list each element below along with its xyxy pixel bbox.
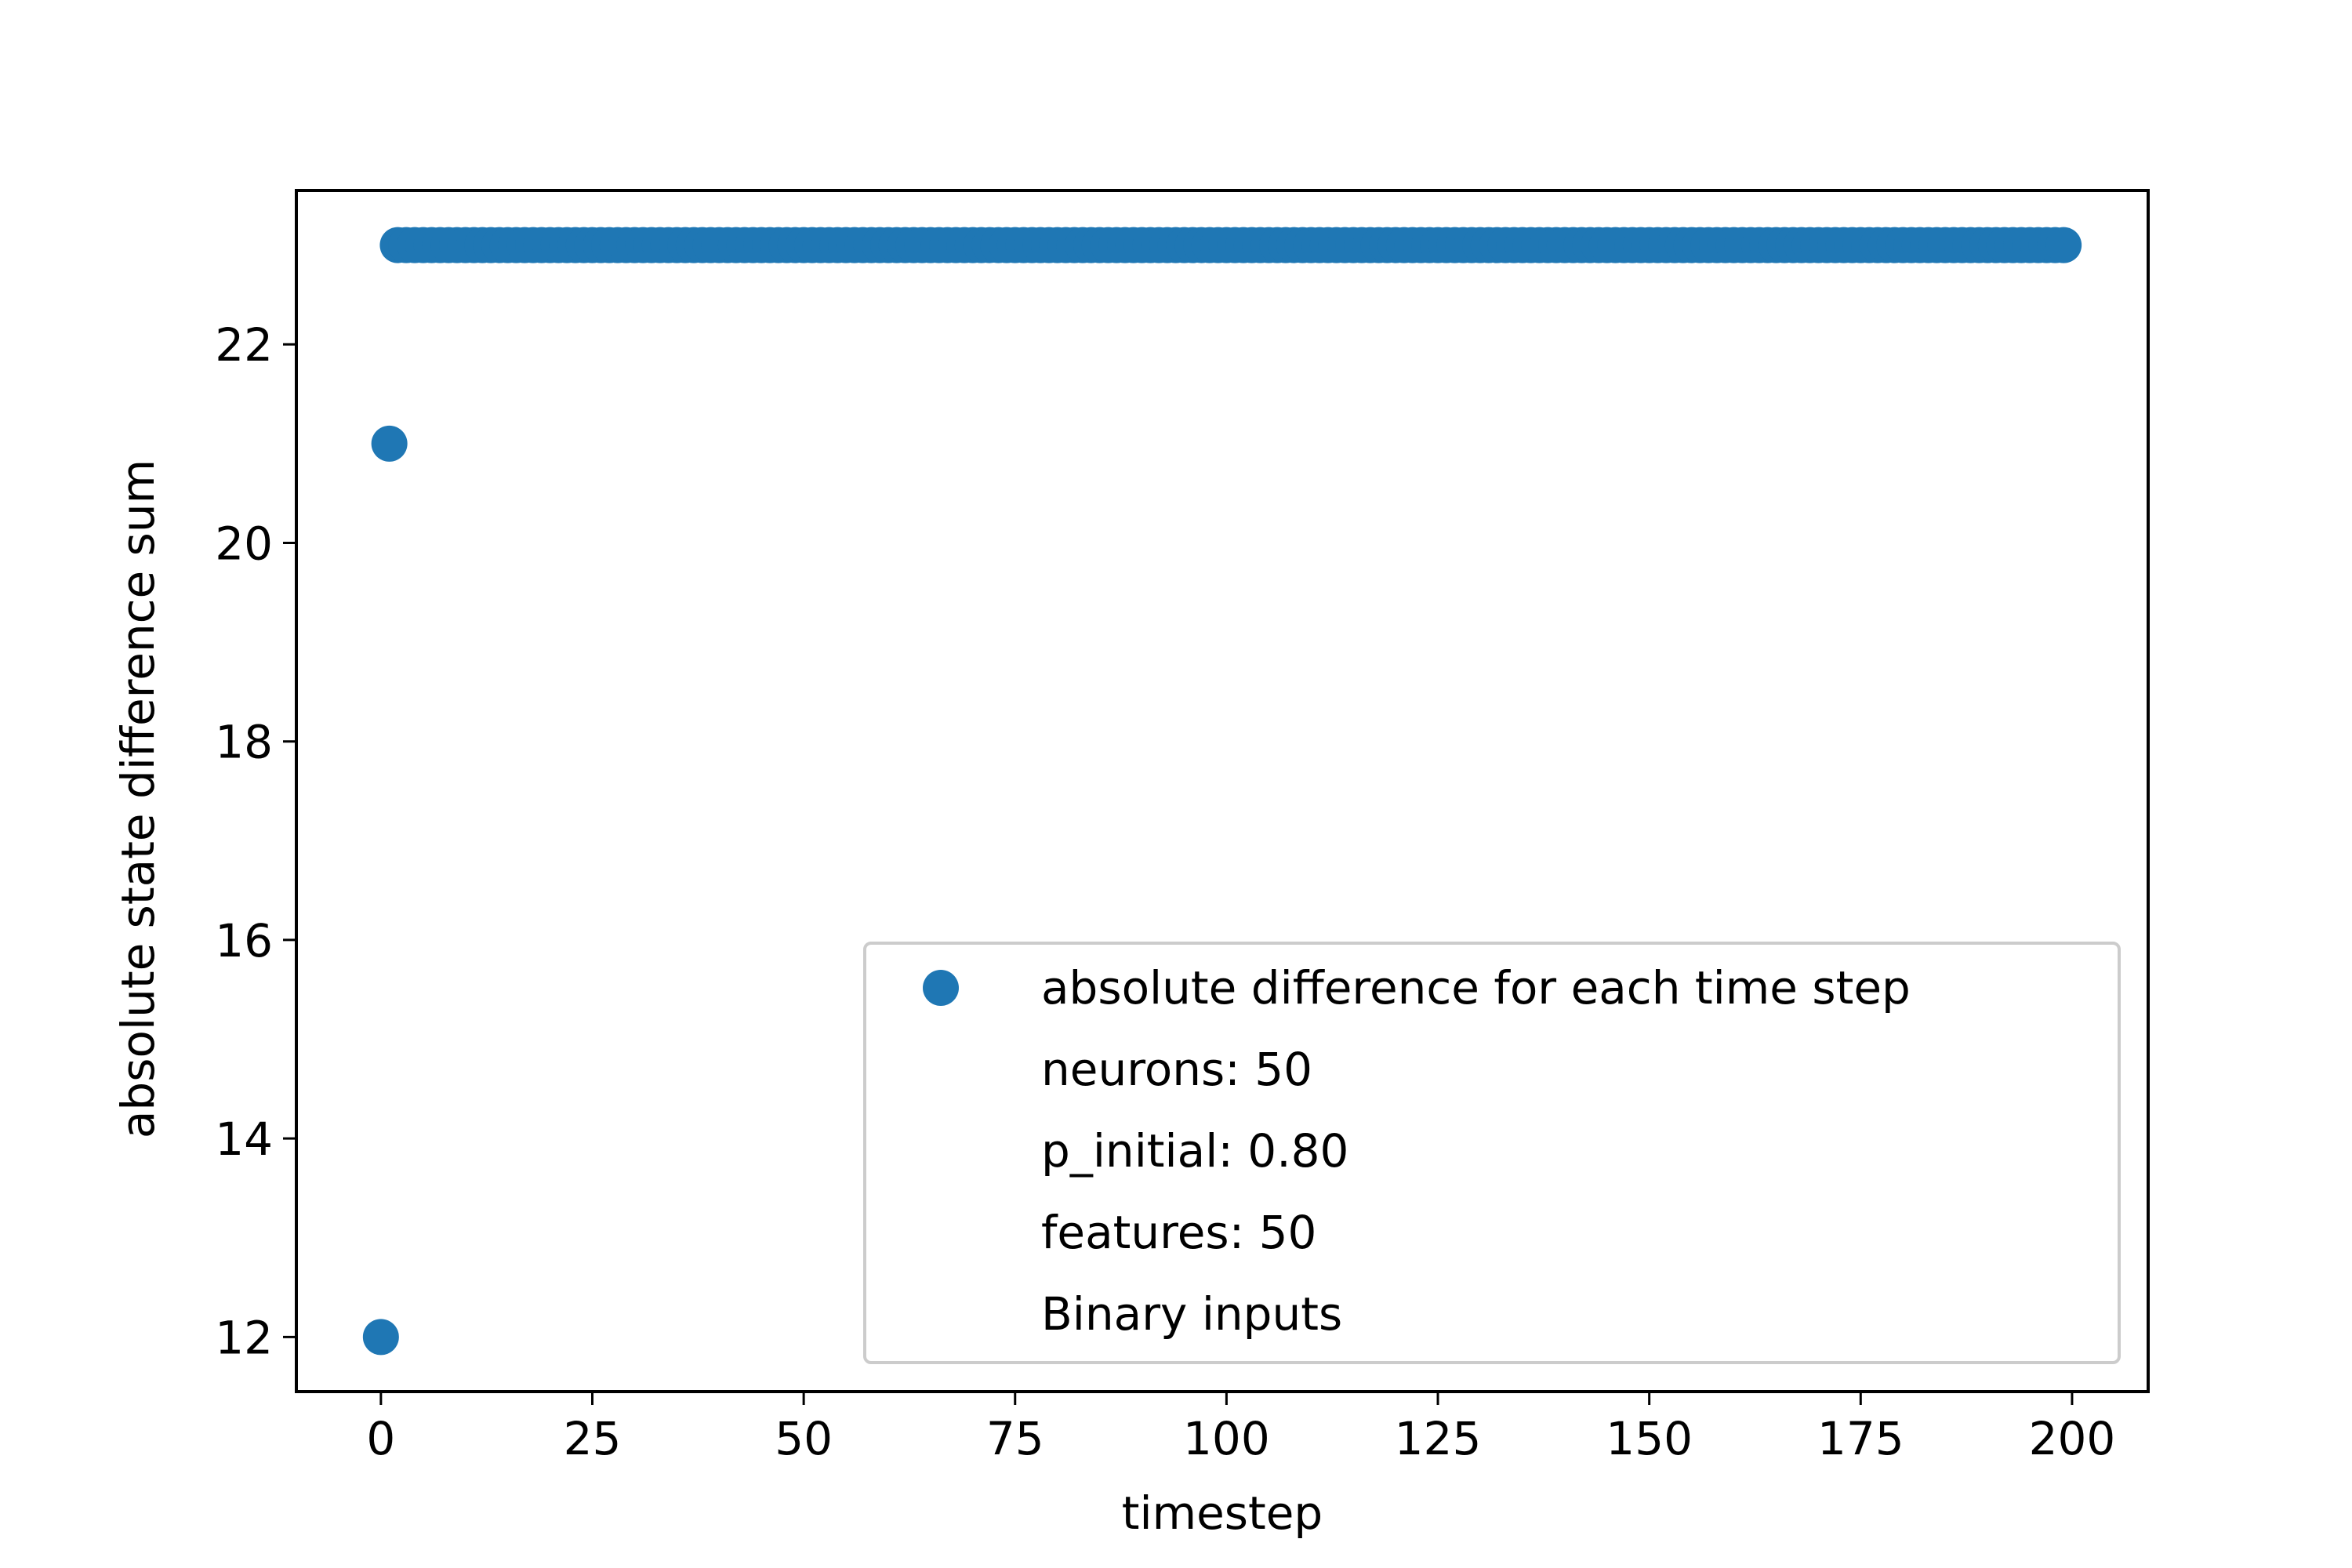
y-tick-label: 20 [215,517,273,570]
x-tick-label: 125 [1395,1412,1482,1465]
x-tick-label: 75 [986,1412,1044,1465]
x-tick-label: 200 [2029,1412,2116,1465]
legend-box [863,942,2121,1364]
legend-entry: neurons: 50 [1041,1043,1312,1096]
y-tick-label: 22 [215,318,273,372]
data-points [362,227,2082,1356]
legend: absolute difference for each time step ne… [863,942,2121,1364]
x-tick-label: 100 [1183,1412,1270,1465]
legend-marker [923,970,959,1006]
y-tick-label: 18 [215,716,273,769]
y-tick-label: 12 [215,1311,273,1364]
y-tick-label: 14 [215,1112,273,1166]
x-tick-label: 0 [366,1412,395,1465]
legend-entry: Binary inputs [1041,1287,1342,1341]
data-point [2045,227,2082,263]
legend-entry: absolute difference for each time step [1041,961,1911,1014]
x-tick-label: 50 [775,1412,833,1465]
x-tick-label: 150 [1606,1412,1693,1465]
data-point [362,1319,399,1356]
y-tick-label: 16 [215,914,273,967]
y-axis-ticks: 12 14 16 18 20 22 [215,318,296,1364]
x-tick-label: 175 [1817,1412,1904,1465]
x-tick-label: 25 [564,1412,622,1465]
legend-entry: p_initial: 0.80 [1041,1124,1348,1178]
x-axis-ticks: 0 25 50 75 100 125 150 175 200 [366,1392,2115,1465]
data-point [371,425,408,462]
legend-entry: features: 50 [1041,1206,1316,1259]
x-axis-label: timestep [1122,1486,1323,1540]
y-axis-label: absolute state difference sum [111,459,165,1138]
plot-frame [295,189,2150,1393]
